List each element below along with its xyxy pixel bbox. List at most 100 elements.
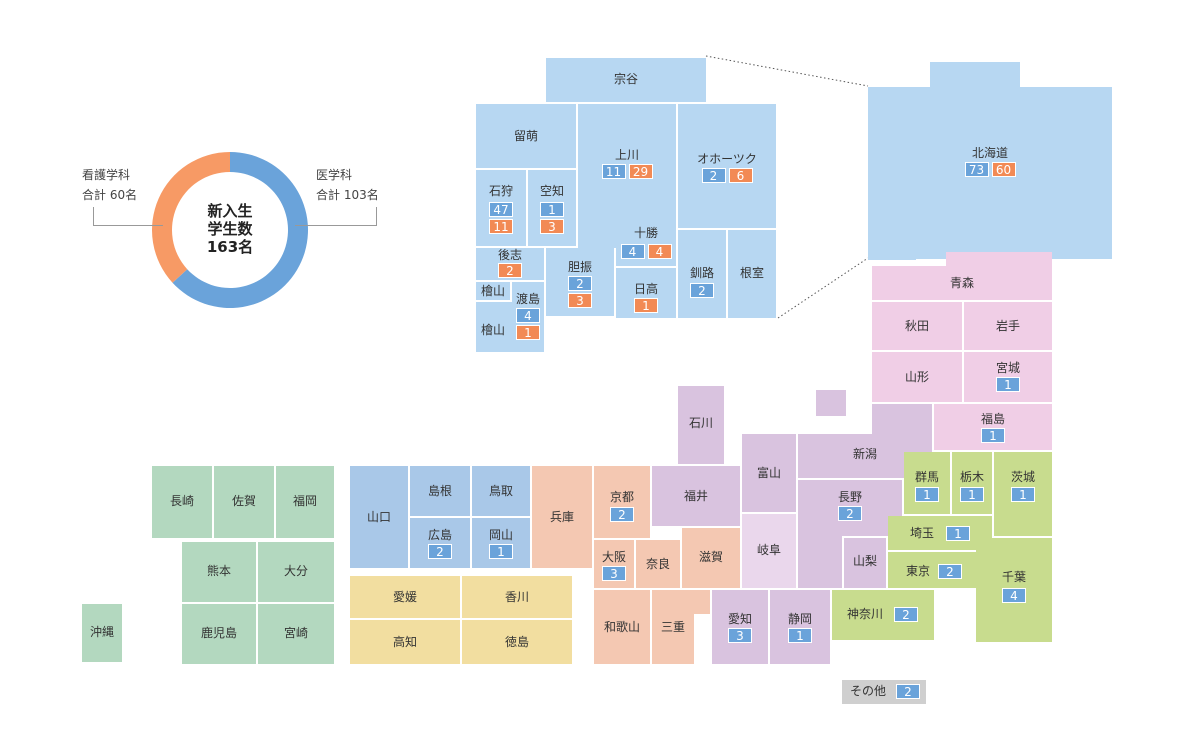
pref-hyogo-label: 兵庫 <box>549 510 574 524</box>
pref-okayama: 岡山 1 <box>472 518 530 568</box>
pref-okinawa-label: 沖縄 <box>89 625 114 639</box>
pref-okayama-medicine-count: 1 <box>489 544 513 559</box>
pref-aichi-medicine-count: 3 <box>728 628 752 643</box>
medicine-label: 医学科 <box>316 168 353 182</box>
region-tokachi-nursing-count: 4 <box>647 244 672 259</box>
pref-saitama-label: 埼玉 <box>909 526 934 540</box>
region-hiyama-2-label: 檜山 <box>480 323 505 337</box>
region-hiyama-2: 檜山 <box>476 320 510 340</box>
pref-gunma-label: 群馬 <box>914 470 939 484</box>
donut-segment-nursing <box>152 152 230 283</box>
pref-ehime: 愛媛 <box>350 576 460 618</box>
region-tokachi-counts: 4 4 <box>616 244 676 259</box>
pref-wakayama: 和歌山 <box>594 590 650 664</box>
pref-kochi: 高知 <box>350 620 460 664</box>
pref-nara: 奈良 <box>636 540 680 588</box>
pref-yamaguchi: 山口 <box>350 466 408 568</box>
pref-miyazaki: 宮崎 <box>258 604 334 664</box>
pref-tokushima: 徳島 <box>462 620 572 664</box>
nursing-label: 看護学科 <box>82 168 131 182</box>
sado-island <box>816 390 846 416</box>
pref-hokkaido-counts: 73 60 <box>868 162 1112 177</box>
pref-fukui: 福井 <box>652 466 740 526</box>
pref-tokushima-label: 徳島 <box>504 635 529 649</box>
region-kamikawa-medicine-count: 11 <box>601 164 626 179</box>
pref-kyoto: 京都 2 <box>594 466 650 538</box>
pref-niigata-label: 新潟 <box>852 447 877 461</box>
pref-tottori-label: 鳥取 <box>488 484 513 498</box>
pref-tokyo: 東京 2 <box>888 552 992 588</box>
pref-nagasaki-label: 長崎 <box>169 494 194 508</box>
pref-okayama-counts: 1 <box>472 544 530 559</box>
region-ishikari-medicine-count: 47 <box>489 202 513 217</box>
pref-osaka: 大阪 3 <box>594 540 634 588</box>
pref-hiroshima-medicine-count: 2 <box>428 544 452 559</box>
pref-tochigi-label: 栃木 <box>959 470 984 484</box>
pref-fukui-label: 福井 <box>683 489 708 503</box>
pref-miyagi: 宮城 1 <box>964 352 1052 402</box>
medicine-leader-vertical <box>376 207 377 225</box>
region-nemuro-label: 根室 <box>739 266 764 280</box>
pref-tokyo-medicine-count: 2 <box>938 564 962 579</box>
pref-ibaraki-medicine-count: 1 <box>1011 487 1035 502</box>
region-sorachi-medicine-count: 1 <box>540 202 564 217</box>
nursing-leader-vertical <box>93 207 94 225</box>
pref-ibaraki-label: 茨城 <box>1010 470 1035 484</box>
pref-nagano-medicine-count: 2 <box>838 506 862 521</box>
pref-ehime-label: 愛媛 <box>392 590 417 604</box>
pref-aomori: 青森 <box>872 266 1052 300</box>
pref-miyagi-medicine-count: 1 <box>996 377 1020 392</box>
pref-tottori: 鳥取 <box>472 466 530 516</box>
pref-gunma-medicine-count: 1 <box>915 487 939 502</box>
pref-oita: 大分 <box>258 542 334 602</box>
pref-kanagawa-counts: 2 <box>894 607 934 622</box>
region-hiyama-1-label: 檜山 <box>480 284 505 298</box>
pref-chiba-label: 千葉 <box>1001 570 1026 584</box>
region-iburi: 胆振 2 3 <box>546 248 614 316</box>
donut-center-line-3: 163名 <box>207 238 253 256</box>
pref-hiroshima-counts: 2 <box>410 544 470 559</box>
pref-osaka-counts: 3 <box>594 566 634 581</box>
region-kamikawa-nursing-count: 29 <box>628 164 653 179</box>
pref-nagasaki: 長崎 <box>152 466 212 538</box>
region-hidaka-counts: 1 <box>616 298 676 313</box>
pref-shiga: 滋賀 <box>682 528 740 588</box>
pref-nagano-text: 長野 2 <box>798 480 902 536</box>
pref-oita-label: 大分 <box>283 564 308 578</box>
pref-saga: 佐賀 <box>214 466 274 538</box>
pref-shizuoka: 静岡 1 <box>770 590 830 664</box>
region-oshima: 渡島 4 1 <box>512 282 544 340</box>
region-sorachi-label: 空知 <box>539 184 564 198</box>
pref-osaka-label: 大阪 <box>601 550 626 564</box>
pref-shizuoka-label: 静岡 <box>787 612 812 626</box>
region-oshima-nursing-count: 1 <box>516 325 540 340</box>
region-okhotsk-medicine-count: 2 <box>701 168 726 183</box>
region-rumoi: 留萌 <box>476 104 576 168</box>
connector-line-top <box>705 55 869 87</box>
region-kamikawa-label: 上川 <box>614 148 639 162</box>
other-region-label: その他 <box>849 684 886 698</box>
pref-iwate: 岩手 <box>964 302 1052 350</box>
pref-chiba: 千葉 4 <box>976 538 1052 642</box>
pref-kyoto-label: 京都 <box>609 490 634 504</box>
pref-yamagata-label: 山形 <box>904 370 929 384</box>
region-sorachi-counts: 1 3 <box>528 202 576 234</box>
pref-kyoto-medicine-count: 2 <box>610 507 634 522</box>
pref-hiroshima-label: 広島 <box>427 528 452 542</box>
region-shiribeshi-nursing-count: 2 <box>498 263 522 278</box>
region-hidaka-nursing-count: 1 <box>634 298 658 313</box>
pref-nagano <box>798 480 842 588</box>
pref-kochi-label: 高知 <box>392 635 417 649</box>
pref-kanagawa: 神奈川 2 <box>832 590 934 640</box>
pref-mie-label: 三重 <box>660 620 685 634</box>
enrollment-donut: 新入生 学生数 163名 <box>152 152 308 308</box>
pref-kumamoto-label: 熊本 <box>206 564 231 578</box>
pref-gunma: 群馬 1 <box>904 452 950 514</box>
pref-kagawa-label: 香川 <box>504 590 529 604</box>
pref-niigata-top <box>872 404 932 434</box>
pref-nagano-label: 長野 <box>837 490 862 504</box>
pref-akita: 秋田 <box>872 302 962 350</box>
pref-hokkaido-nursing-count: 60 <box>991 162 1016 177</box>
pref-osaka-medicine-count: 3 <box>602 566 626 581</box>
pref-aomori-label: 青森 <box>949 276 974 290</box>
